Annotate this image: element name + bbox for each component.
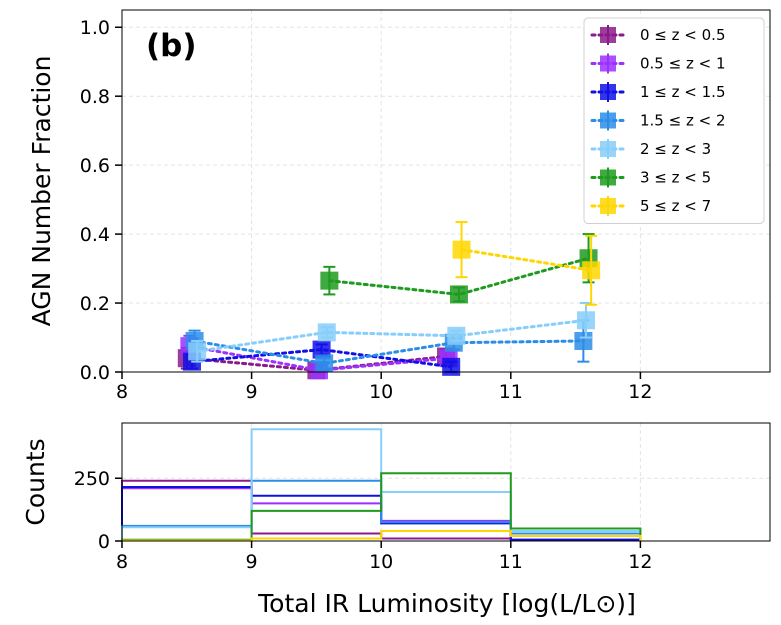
x-axis-label: Total IR Luminosity [log(L/L⊙)] <box>257 589 636 618</box>
legend-item: 0 ≤ z < 0.5 <box>590 25 725 45</box>
legend-item: 2 ≤ z < 3 <box>590 139 711 159</box>
data-point <box>576 311 595 330</box>
data-point <box>582 261 601 280</box>
legend-marker <box>600 169 616 186</box>
counts-panel: 8 9 10 11 12 0 250 Counts Total IR Luminosity … <box>21 422 771 618</box>
top-x-tick-label: 9 <box>246 381 258 403</box>
top-y-tick-label: 0.6 <box>80 155 110 177</box>
legend: 0 ≤ z < 0.5 0.5 ≤ z < 1 1 ≤ z < 1.5 1.5 ≤ z… <box>583 17 765 224</box>
legend-label: 3 ≤ z < 5 <box>640 169 711 187</box>
legend-item: 1.5 ≤ z < 2 <box>590 110 725 131</box>
legend-marker <box>600 141 616 157</box>
series-line <box>195 318 588 353</box>
legend-label: 2 ≤ z < 3 <box>640 140 711 158</box>
histogram-step <box>121 428 642 541</box>
bottom-plot-frame <box>121 422 771 542</box>
top-ticks: 8 9 10 11 12 0.0 0.2 0.4 0.6 0.8 1.0 <box>80 17 653 403</box>
legend-label: 5 ≤ z < 7 <box>640 197 711 215</box>
top-y-tick-label: 0.8 <box>80 86 110 108</box>
series-line <box>460 248 593 272</box>
data-point <box>320 271 339 290</box>
legend-marker <box>600 55 616 72</box>
legend-marker <box>600 112 616 129</box>
bottom-x-tick-label: 9 <box>246 551 258 573</box>
legend-marker <box>600 198 616 214</box>
legend-label: 0.5 ≤ z < 1 <box>640 55 725 73</box>
data-point <box>442 357 461 376</box>
legend-item: 1 ≤ z < 1.5 <box>590 82 725 102</box>
legend-item: 3 ≤ z < 5 <box>590 167 711 188</box>
top-x-tick-label: 10 <box>369 381 393 403</box>
bottom-x-tick-label: 8 <box>116 551 128 573</box>
legend-label: 1.5 ≤ z < 2 <box>640 112 725 130</box>
legend-marker <box>600 27 616 43</box>
series-4 <box>188 302 595 363</box>
bottom-x-tick-label: 12 <box>628 551 652 573</box>
legend-item: 5 ≤ z < 7 <box>590 196 711 216</box>
data-point <box>188 342 207 361</box>
bottom-x-tick-label: 10 <box>369 551 393 573</box>
histogram-step <box>121 529 642 542</box>
legend-marker <box>600 84 616 100</box>
series-3 <box>185 319 593 373</box>
top-y-tick-label: 1.0 <box>80 17 110 39</box>
top-y-axis-label: AGN Number Fraction <box>27 56 56 327</box>
data-point <box>574 331 593 350</box>
fraction-panel: 8 9 10 11 12 0.0 0.2 0.4 0.6 0.8 1.0 AGN Number Fr… <box>27 9 771 403</box>
bottom-x-tick-label: 11 <box>499 551 523 573</box>
top-y-tick-label: 0.4 <box>80 224 110 246</box>
legend-item: 0.5 ≤ z < 1 <box>590 53 725 74</box>
data-point <box>449 285 468 304</box>
series-6 <box>452 221 601 306</box>
top-x-tick-label: 8 <box>116 381 128 403</box>
bottom-y-tick-label: 250 <box>74 468 110 490</box>
bottom-y-tick-label: 0 <box>98 531 110 553</box>
top-series-layer <box>177 221 601 380</box>
data-point <box>315 354 334 373</box>
data-point <box>452 240 471 259</box>
panel-label: (b) <box>146 28 197 64</box>
legend-label: 1 ≤ z < 1.5 <box>640 83 725 101</box>
bottom-ticks: 8 9 10 11 12 0 250 <box>74 468 653 573</box>
bottom-y-axis-label: Counts <box>21 438 50 525</box>
bottom-series-layer <box>121 428 642 542</box>
top-x-tick-label: 11 <box>499 381 523 403</box>
data-point <box>317 323 336 342</box>
data-point <box>312 340 331 359</box>
top-y-tick-label: 0.0 <box>80 362 110 384</box>
top-x-tick-label: 12 <box>628 381 652 403</box>
top-plot-frame <box>121 9 771 373</box>
top-y-tick-label: 0.2 <box>80 293 110 315</box>
data-point <box>447 326 466 345</box>
legend-label: 0 ≤ z < 0.5 <box>640 26 725 44</box>
series-line <box>193 339 585 365</box>
legend-box <box>583 17 765 224</box>
